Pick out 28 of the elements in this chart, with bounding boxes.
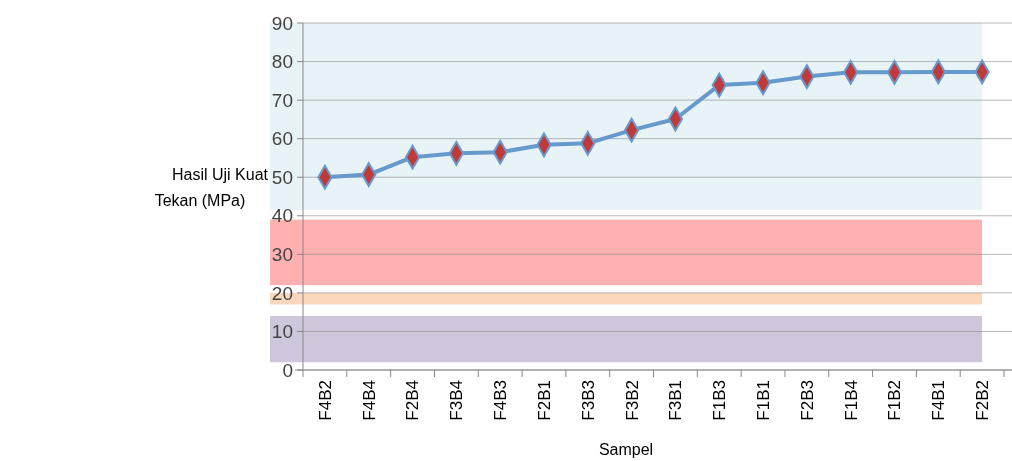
x-tick-label: F3B2 [622,380,642,421]
x-tick-label: F4B4 [359,380,379,421]
x-tick-label: F1B2 [885,380,905,421]
x-tick-label: F3B3 [578,380,598,421]
y-tick-label: 70 [271,89,293,111]
y-tick-label: 50 [271,166,293,188]
y-tick-label: 30 [271,243,293,265]
x-tick-label: F2B3 [797,380,817,421]
x-tick-label: F3B4 [447,380,467,421]
x-tick-label: F1B4 [841,380,861,421]
y-tick-label: 60 [271,128,293,150]
x-tick-label: F4B3 [491,380,511,421]
x-tick-label: F1B3 [710,380,730,421]
x-tick-label: F2B1 [534,380,554,421]
y-axis-title: Hasil Uji Kuat Tekan (MPa) [154,166,269,209]
y-tick-label: 0 [282,359,293,381]
y-tick-label: 90 [271,12,293,34]
x-tick-label: F2B4 [403,380,423,421]
x-tick-label: F2B2 [973,380,993,421]
y-tick-label: 40 [271,205,293,227]
y-tick-label: 10 [271,321,293,343]
x-axis-title: Sampel [598,441,654,458]
x-tick-label: F4B2 [315,380,335,421]
x-tick-label: F4B1 [929,380,949,421]
x-tick-label: F3B1 [666,380,686,421]
x-tick-label: F1B1 [753,380,773,421]
y-tick-label: 20 [271,282,293,304]
y-tick-label: 80 [271,51,293,73]
